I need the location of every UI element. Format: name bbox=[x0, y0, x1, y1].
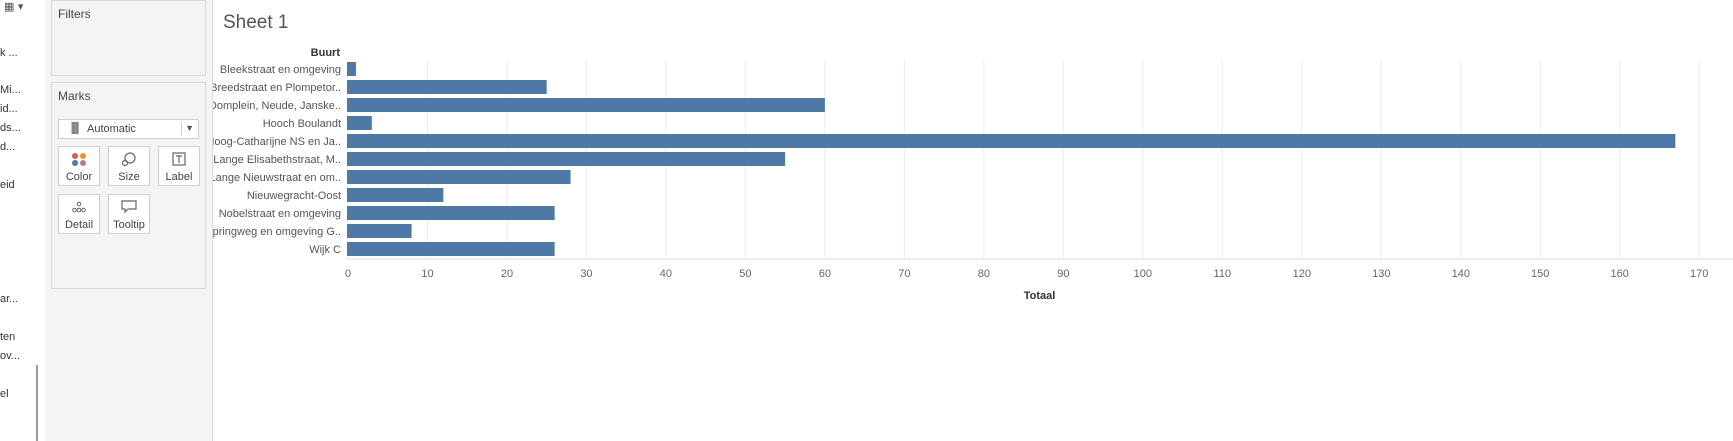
filters-title: Filters bbox=[58, 7, 91, 21]
field-fragment[interactable]: d... bbox=[0, 141, 16, 153]
category-label: Hooch Boulandt bbox=[263, 118, 341, 130]
category-label: Breedstraat en Plompetor.. bbox=[213, 82, 341, 94]
x-tick-label: 10 bbox=[421, 268, 433, 280]
category-label: Lange Elisabethstraat, M.. bbox=[213, 154, 341, 166]
field-fragment[interactable]: k ... bbox=[0, 47, 18, 59]
size-label: Size bbox=[118, 171, 140, 183]
bar-mark-icon: ▐▌ bbox=[68, 123, 83, 134]
x-tick-label: 40 bbox=[660, 268, 672, 280]
filters-card[interactable]: Filters bbox=[51, 0, 206, 76]
x-tick-label: 90 bbox=[1057, 268, 1069, 280]
x-tick-label: 80 bbox=[978, 268, 990, 280]
x-tick-label: 170 bbox=[1690, 268, 1708, 280]
marks-title: Marks bbox=[58, 89, 91, 103]
bar bbox=[347, 170, 571, 184]
x-tick-label: 160 bbox=[1611, 268, 1629, 280]
bar bbox=[347, 152, 786, 166]
view-toggle-icon[interactable]: ▦ ▾ bbox=[4, 0, 24, 13]
bar bbox=[347, 116, 372, 130]
mark-type-select[interactable]: ▐▌ Automatic ▼ bbox=[58, 119, 199, 139]
mark-type-value: Automatic bbox=[87, 123, 136, 135]
row-header: Buurt bbox=[311, 47, 341, 59]
x-tick-label: 100 bbox=[1134, 268, 1152, 280]
x-tick-label: 60 bbox=[819, 268, 831, 280]
x-tick-label: 120 bbox=[1293, 268, 1311, 280]
bar bbox=[347, 62, 356, 76]
field-fragment[interactable]: eid bbox=[0, 179, 15, 191]
category-label: Hoog-Catharijne NS en Ja.. bbox=[213, 136, 341, 148]
x-tick-label: 150 bbox=[1531, 268, 1549, 280]
field-fragment[interactable]: Mi... bbox=[0, 84, 21, 96]
bar bbox=[347, 80, 547, 94]
detail-label: Detail bbox=[64, 219, 94, 231]
color-button[interactable]: Color bbox=[58, 146, 100, 186]
chevron-down-icon: ▼ bbox=[185, 123, 194, 133]
scrollbar-thumb[interactable] bbox=[36, 365, 38, 441]
x-tick-label: 130 bbox=[1372, 268, 1390, 280]
worksheet-view: Sheet 1 Buurt Bleekstraat en omgeving Bree… bbox=[213, 0, 1733, 441]
field-fragment[interactable]: el bbox=[0, 388, 9, 400]
category-label: Springweg en omgeving G.. bbox=[213, 226, 341, 238]
category-label: Nobelstraat en omgeving bbox=[219, 208, 341, 220]
category-label: Nieuwegracht-Oost bbox=[247, 190, 341, 202]
tooltip-button[interactable]: Tooltip bbox=[108, 194, 150, 234]
x-tick-label: 0 bbox=[345, 268, 351, 280]
data-pane-strip: ▦ ▾ k ... Mi... id... ds... d... eid ar.… bbox=[0, 0, 46, 441]
x-tick-label: 70 bbox=[898, 268, 910, 280]
category-label: Domplein, Neude, Janske.. bbox=[213, 100, 341, 112]
size-button[interactable]: Size bbox=[108, 146, 150, 186]
tooltip-label: Tooltip bbox=[113, 219, 145, 231]
category-label: Wijk C bbox=[309, 244, 341, 256]
field-fragment[interactable]: ov... bbox=[0, 350, 20, 362]
color-dots-icon bbox=[59, 151, 99, 167]
label-button[interactable]: Label bbox=[158, 146, 200, 186]
x-tick-label: 50 bbox=[739, 268, 751, 280]
category-label: Bleekstraat en omgeving bbox=[220, 64, 341, 76]
x-tick-label: 20 bbox=[501, 268, 513, 280]
field-fragment[interactable]: ar... bbox=[0, 293, 19, 305]
bar bbox=[347, 206, 555, 220]
sheet-title: Sheet 1 bbox=[223, 12, 289, 33]
x-tick-label: 110 bbox=[1214, 268, 1232, 280]
x-tick-label: 140 bbox=[1452, 268, 1470, 280]
marks-card: Marks ▐▌ Automatic ▼ Color bbox=[51, 82, 206, 289]
bar-chart: Buurt Bleekstraat en omgeving Breedstraat … bbox=[213, 47, 1733, 302]
bar bbox=[347, 188, 444, 202]
bar bbox=[347, 242, 555, 256]
bar bbox=[347, 98, 825, 112]
bar bbox=[347, 224, 412, 238]
bar bbox=[347, 134, 1676, 148]
color-label: Color bbox=[65, 171, 93, 183]
tooltip-icon bbox=[109, 199, 149, 215]
field-fragment[interactable]: id... bbox=[0, 103, 18, 115]
shelves-pane: Filters Marks ▐▌ Automatic ▼ Color bbox=[45, 0, 213, 441]
x-axis-title: Totaal bbox=[1024, 290, 1056, 302]
label-label: Label bbox=[165, 171, 193, 183]
detail-icon bbox=[59, 199, 99, 215]
category-label: Lange Nieuwstraat en om.. bbox=[213, 172, 341, 184]
detail-button[interactable]: Detail bbox=[58, 194, 100, 234]
x-tick-label: 30 bbox=[580, 268, 592, 280]
size-icon bbox=[109, 151, 149, 167]
label-icon bbox=[159, 151, 199, 167]
select-separator bbox=[181, 122, 182, 136]
field-fragment[interactable]: ten bbox=[0, 331, 16, 343]
field-fragment[interactable]: ds... bbox=[0, 122, 21, 134]
